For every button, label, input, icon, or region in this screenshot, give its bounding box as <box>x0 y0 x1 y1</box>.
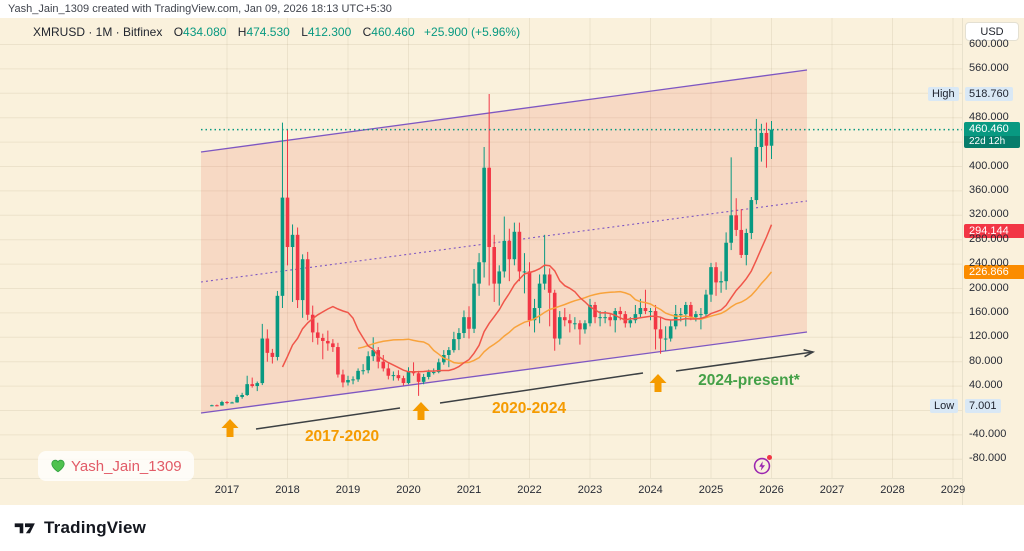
year-tick-label: 2025 <box>698 484 724 496</box>
lightning-glyph <box>753 457 771 475</box>
price-tick-label: 480.000 <box>969 110 1009 123</box>
footer-bar: TradingView <box>0 505 1024 551</box>
notification-dot <box>767 455 772 460</box>
low-value-chip: 7.001 <box>965 398 1001 413</box>
year-tick-label: 2023 <box>577 484 603 496</box>
price-tick-label: 560.000 <box>969 61 1009 74</box>
high-value: 474.530 <box>246 25 290 39</box>
low-value: 412.300 <box>307 25 352 39</box>
chart-background <box>0 18 1024 505</box>
author-watermark: Yash_Jain_1309 <box>38 451 194 481</box>
last-price-value: 460.460 <box>964 122 1020 137</box>
price-tick-label: 360.000 <box>969 183 1009 196</box>
year-tick-label: 2019 <box>335 484 361 496</box>
low-chip: Low <box>930 398 959 413</box>
open-label: O <box>173 25 184 39</box>
price-tick-label: 320.000 <box>969 208 1009 221</box>
year-tick-label: 2024 <box>638 484 663 496</box>
low-label: L <box>301 25 308 39</box>
high-chip: High <box>928 86 959 101</box>
price-tick-label: 280.000 <box>969 232 1009 245</box>
symbol-title[interactable]: XMRUSD · 1M · Bitfinex <box>33 25 163 39</box>
svg-text:2020-2024: 2020-2024 <box>492 400 567 417</box>
price-tick-label: 200.000 <box>969 281 1009 294</box>
bar-countdown: 22d 12h <box>964 136 1020 149</box>
currency-toggle-button[interactable]: USD <box>965 22 1019 41</box>
change-value: +25.900 (+5.96%) <box>424 25 521 39</box>
trend-annotation-lines[interactable] <box>255 349 816 430</box>
price-axis[interactable]: High 518.760 460.460 22d 12h 294.144 226… <box>928 18 1024 478</box>
open-value: 434.080 <box>183 25 227 39</box>
svg-text:2017-2020: 2017-2020 <box>305 428 379 445</box>
close-label: C <box>362 25 372 39</box>
price-tick-label: 80.000 <box>969 354 1003 367</box>
year-tick-label: 2020 <box>396 484 421 496</box>
high-value-chip: 518.760 <box>965 86 1013 101</box>
price-tick-label: 120.000 <box>969 330 1009 343</box>
svg-text:2024-present*: 2024-present* <box>698 372 801 389</box>
ma-slow-price-badge: 226.866 <box>964 264 1024 279</box>
period-labels[interactable]: 2017-2020 2020-2024 2024-present* <box>305 372 801 445</box>
price-tick-label: -40.000 <box>969 427 1007 440</box>
year-tick-label: 2022 <box>517 484 542 496</box>
close-value: 460.460 <box>371 25 415 39</box>
ma-fast-price-badge: 294.144 <box>964 223 1024 238</box>
year-tick-label: 2029 <box>940 484 966 496</box>
watermark-username: Yash_Jain_1309 <box>71 457 182 475</box>
tradingview-brand-text: TradingView <box>44 518 147 537</box>
time-axis-separator <box>0 478 962 479</box>
time-axis[interactable]: 2017 2018 2019 2020 2021 2022 2023 2024 2025 2026… <box>0 484 965 522</box>
tradingview-logo-glyph <box>14 522 35 533</box>
high-label: H <box>237 25 247 39</box>
year-tick-label: 2017 <box>214 484 240 496</box>
price-tick-label: 400.000 <box>969 159 1009 172</box>
symbol-legend[interactable]: XMRUSD · 1M · Bitfinex O434.080 H474.530… <box>33 25 520 39</box>
year-tick-label: 2018 <box>275 484 300 496</box>
up-arrow-markers[interactable] <box>221 374 667 437</box>
last-price-badge: 460.460 22d 12h <box>964 122 1020 149</box>
year-tick-label: 2027 <box>819 484 845 496</box>
year-tick-label: 2028 <box>880 484 905 496</box>
tradingview-logo[interactable]: TradingView <box>13 518 146 538</box>
year-tick-label: 2021 <box>456 484 482 496</box>
green-heart-icon <box>51 459 65 473</box>
attribution-text: Yash_Jain_1309 created with TradingView.… <box>8 3 392 15</box>
price-tick-label: 240.000 <box>969 257 1009 270</box>
price-axis-separator <box>962 18 963 505</box>
year-tick-label: 2026 <box>759 484 784 496</box>
price-tick-label: -80.000 <box>969 452 1007 465</box>
price-tick-label: 160.000 <box>969 305 1009 318</box>
moving-averages-layer <box>281 224 773 373</box>
event-lightning-icon[interactable] <box>753 455 772 475</box>
price-tick-label: 40.000 <box>969 379 1003 392</box>
price-tick-label: 600.000 <box>969 37 1009 50</box>
